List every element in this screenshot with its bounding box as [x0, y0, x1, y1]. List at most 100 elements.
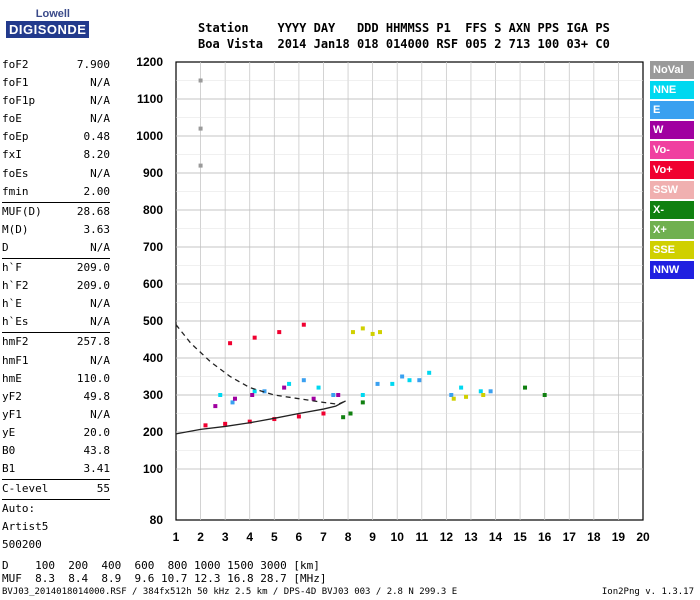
- muf-row-distance: D 100 200 400 600 800 1000 1500 3000 [km…: [2, 559, 320, 572]
- data-point-nne: [287, 381, 292, 386]
- data-point-nne: [218, 393, 223, 397]
- param-name: hmE: [2, 371, 22, 385]
- param-value: N/A: [90, 76, 110, 90]
- data-point-w: [232, 396, 237, 401]
- param-separator: [2, 258, 110, 260]
- x-tick-label: 13: [464, 530, 478, 544]
- data-point-noval: [198, 78, 203, 83]
- data-point-e: [417, 378, 422, 383]
- param-value: 55: [96, 482, 110, 496]
- autoscaling-info: Auto: Artist5 500200: [2, 500, 110, 554]
- x-tick-label: 15: [513, 530, 527, 544]
- y-tick-label: 1100: [137, 92, 163, 106]
- x-tick-label: 7: [320, 530, 327, 544]
- y-tick-label: 300: [143, 388, 163, 402]
- data-point-nne: [252, 389, 257, 394]
- y-tick-label: 900: [143, 166, 163, 180]
- legend-item-x-: X+: [650, 221, 694, 239]
- param-name: MUF(D): [2, 204, 42, 218]
- param-row: foEs N/A: [2, 165, 110, 183]
- data-point-nne: [407, 378, 412, 383]
- param-name: foF1p: [2, 94, 36, 108]
- x-tick-label: 16: [538, 530, 552, 544]
- data-point-nne: [390, 381, 395, 386]
- param-row: h`F2 209.0: [2, 277, 110, 295]
- y-tick-label: 400: [143, 351, 163, 365]
- param-name: foEs: [2, 166, 29, 180]
- param-separator: [2, 479, 110, 481]
- data-point-e: [400, 374, 405, 379]
- param-value: 209.0: [76, 279, 110, 293]
- legend-item-x-: X-: [650, 201, 694, 219]
- y-tick-label: 1200: [136, 55, 163, 69]
- data-point-e: [262, 389, 267, 394]
- file-info-footer: BVJ03_2014018014000.RSF / 384fx512h 50 k…: [2, 587, 458, 597]
- legend-item-w: W: [650, 121, 694, 139]
- param-name: h`F: [2, 261, 22, 275]
- param-name: hmF1: [2, 353, 29, 367]
- scaled-parameters-panel: foF2 7.900 foF1 N/A foF1p N/A foE N/A foEp 0.48 fx…: [2, 56, 110, 555]
- param-name: foF1: [2, 76, 29, 90]
- param-value: 2.00: [83, 184, 111, 198]
- legend-item-vo-: Vo+: [650, 161, 694, 179]
- param-name: C-level: [2, 482, 49, 496]
- param-value: N/A: [90, 407, 110, 421]
- param-value: N/A: [90, 240, 110, 254]
- param-value: 28.68: [76, 204, 110, 218]
- legend-item-ssw: SSW: [650, 181, 694, 199]
- param-value: 49.8: [83, 389, 111, 403]
- legend-item-nne: NNE: [650, 81, 694, 99]
- autoscaling-line: Auto:: [2, 502, 36, 516]
- param-value: N/A: [90, 315, 110, 329]
- param-value: 43.8: [83, 443, 111, 457]
- param-row: hmE 110.0: [2, 370, 110, 388]
- param-row: h`F 209.0: [2, 259, 110, 277]
- legend-item-vo-: Vo-: [650, 141, 694, 159]
- data-point-sse: [481, 393, 486, 397]
- param-separator: [2, 201, 110, 203]
- param-name: fxI: [2, 148, 22, 162]
- x-tick-label: 20: [636, 530, 650, 544]
- param-name: B1: [2, 462, 16, 476]
- x-tick-label: 8: [345, 530, 352, 544]
- x-tick-label: 5: [271, 530, 278, 544]
- x-tick-label: 1: [173, 530, 180, 544]
- data-point-vo-: [272, 417, 277, 422]
- x-tick-label: 14: [489, 530, 503, 544]
- polarization-legend: NoVal NNE E W Vo- Vo+ SSW X- X+ SSE NNW: [650, 61, 694, 281]
- param-value: 257.8: [76, 335, 110, 349]
- data-point-sse: [370, 331, 375, 336]
- lowell-digisonde-logo: Lowell DIGISONDE: [4, 8, 90, 44]
- data-point-e: [488, 389, 493, 394]
- x-tick-label: 18: [587, 530, 601, 544]
- data-point-w: [250, 393, 255, 397]
- param-row: fmin 2.00: [2, 183, 110, 201]
- y-tick-label: 100: [143, 462, 163, 476]
- x-tick-label: 3: [222, 530, 229, 544]
- x-tick-label: 6: [296, 530, 303, 544]
- y-tick-label: 800: [143, 203, 163, 217]
- legend-item-nnw: NNW: [650, 261, 694, 279]
- data-point-w: [213, 404, 218, 409]
- muf-table: D 100 200 400 600 800 1000 1500 3000 [km…: [2, 559, 327, 585]
- autoscaling-line: 500200: [2, 538, 42, 552]
- x-tick-label: 9: [369, 530, 376, 544]
- x-tick-label: 2: [197, 530, 204, 544]
- version-label: Ion2Png v. 1.3.17: [601, 587, 694, 597]
- param-name: D: [2, 240, 9, 254]
- trace-profile-solid: [175, 400, 346, 435]
- data-point-e: [230, 400, 235, 405]
- data-point-vo-: [203, 423, 208, 428]
- param-row: foEp 0.48: [2, 128, 110, 146]
- data-point-e: [375, 381, 380, 386]
- autoscaling-line: Artist5: [2, 520, 49, 534]
- header-line-2: Boa Vista 2014 Jan18 018 014000 RSF 005 …: [198, 37, 610, 51]
- data-point-e: [301, 378, 306, 383]
- data-point-w: [336, 393, 341, 397]
- data-point-vo-: [247, 419, 252, 424]
- param-row: h`Es N/A: [2, 313, 110, 331]
- y-tick-label: 80: [150, 513, 164, 527]
- param-value: 20.0: [83, 425, 111, 439]
- data-point-vo-: [321, 411, 326, 416]
